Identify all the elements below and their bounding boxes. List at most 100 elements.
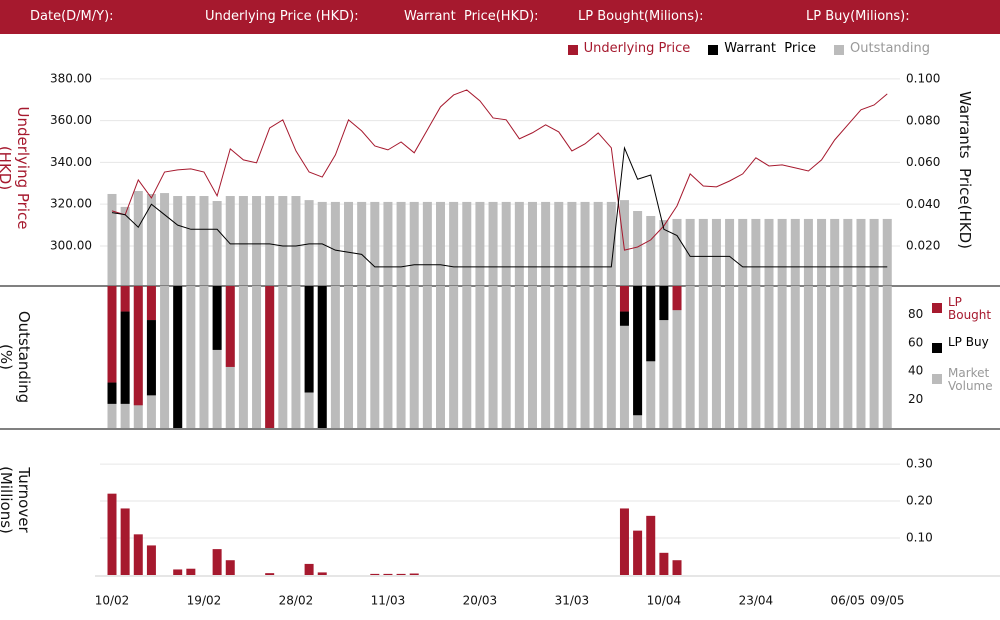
y2-tick-label: 0.060: [906, 155, 940, 169]
bar: [120, 206, 130, 285]
bar: [173, 196, 183, 285]
bar: [212, 201, 222, 285]
legend-item: LP Bought: [932, 296, 1000, 322]
bar: [173, 569, 183, 575]
bar: [133, 534, 143, 575]
header-label: Warrant Price(HKD):: [404, 9, 539, 24]
bar: [606, 201, 616, 285]
y-tick-label: 360.00: [50, 113, 92, 127]
bar: [672, 218, 682, 285]
bar: [317, 572, 327, 575]
y-tick-label: 380.00: [50, 71, 92, 85]
bar: [514, 201, 524, 285]
header-label: Date(D/M/Y):: [30, 9, 114, 24]
bar: [304, 563, 314, 575]
bar: [843, 286, 853, 428]
bar: [580, 286, 590, 428]
bar: [357, 201, 367, 285]
bar: [199, 196, 209, 285]
bar: [725, 218, 735, 285]
bar: [698, 218, 708, 285]
bar: [186, 568, 196, 575]
bar: [593, 286, 603, 428]
bar: [475, 286, 485, 428]
legend-label: Outstanding: [850, 41, 930, 56]
bar: [619, 286, 629, 312]
legend-label: Warrant Price: [724, 41, 816, 56]
axis-title: Turnover (Millions): [0, 466, 33, 534]
legend-item: Underlying Price: [567, 41, 691, 56]
bar: [751, 218, 761, 285]
x-tick-label: 10/02: [95, 594, 130, 608]
bar: [580, 201, 590, 285]
bar: [107, 286, 117, 383]
bar: [554, 286, 564, 428]
bar: [396, 286, 406, 428]
bar: [777, 218, 787, 285]
y2-tick-label: 0.020: [906, 238, 940, 252]
bar: [619, 200, 629, 285]
y2-tick-label: 0.080: [906, 113, 940, 127]
bar: [146, 320, 156, 396]
bar: [633, 530, 643, 575]
x-tick-label: 23/04: [739, 594, 774, 608]
bar: [830, 286, 840, 428]
y-tick-label: 0.20: [906, 494, 933, 508]
bar: [659, 286, 669, 321]
bar: [396, 573, 406, 575]
bar: [278, 286, 288, 428]
legend: LP Bought LP Buy Market Volume: [932, 296, 1000, 407]
bar: [501, 201, 511, 285]
bar: [882, 286, 892, 428]
bar: [120, 311, 130, 404]
x-tick-label: 09/05: [870, 594, 905, 608]
bar: [120, 508, 130, 575]
bar: [330, 286, 340, 428]
bar: [698, 286, 708, 428]
legend-item: Market Volume: [932, 367, 1000, 393]
x-tick-label: 20/03: [463, 594, 498, 608]
bar: [619, 508, 629, 575]
bar: [265, 196, 275, 285]
bar: [160, 286, 170, 428]
bar: [146, 286, 156, 321]
legend: Underlying Price Warrant Price Outstanding: [567, 41, 930, 56]
bar: [541, 201, 551, 285]
bar: [646, 286, 656, 362]
legend-label: Underlying Price: [583, 41, 691, 56]
bar: [817, 286, 827, 428]
line: [111, 145, 888, 268]
bar: [278, 196, 288, 285]
bar: [370, 201, 380, 285]
y-tick-label: 20: [908, 392, 923, 406]
bar: [409, 573, 419, 575]
bar: [488, 286, 498, 428]
bar: [436, 286, 445, 428]
bar: [383, 286, 393, 428]
bar: [436, 201, 445, 285]
bar: [252, 196, 262, 285]
bar: [501, 286, 511, 428]
bar: [160, 193, 170, 285]
bar: [633, 286, 643, 416]
bar: [817, 218, 827, 285]
bar: [527, 201, 537, 285]
bar: [252, 286, 262, 428]
header-label: Underlying Price (HKD):: [205, 9, 359, 24]
bar: [330, 201, 340, 285]
bar: [238, 196, 248, 285]
bar: [146, 545, 156, 575]
bar: [462, 201, 472, 285]
legend-swatch: [932, 343, 942, 353]
bar: [488, 201, 498, 285]
bar: [475, 201, 485, 285]
legend-swatch: [932, 374, 942, 384]
bar: [672, 286, 682, 311]
bar: [317, 286, 327, 428]
bar: [672, 286, 682, 428]
y-tick-label: 40: [908, 364, 923, 378]
header-label: LP Bought(Milions):: [578, 9, 704, 24]
bar: [659, 220, 669, 285]
bar: [659, 552, 669, 575]
